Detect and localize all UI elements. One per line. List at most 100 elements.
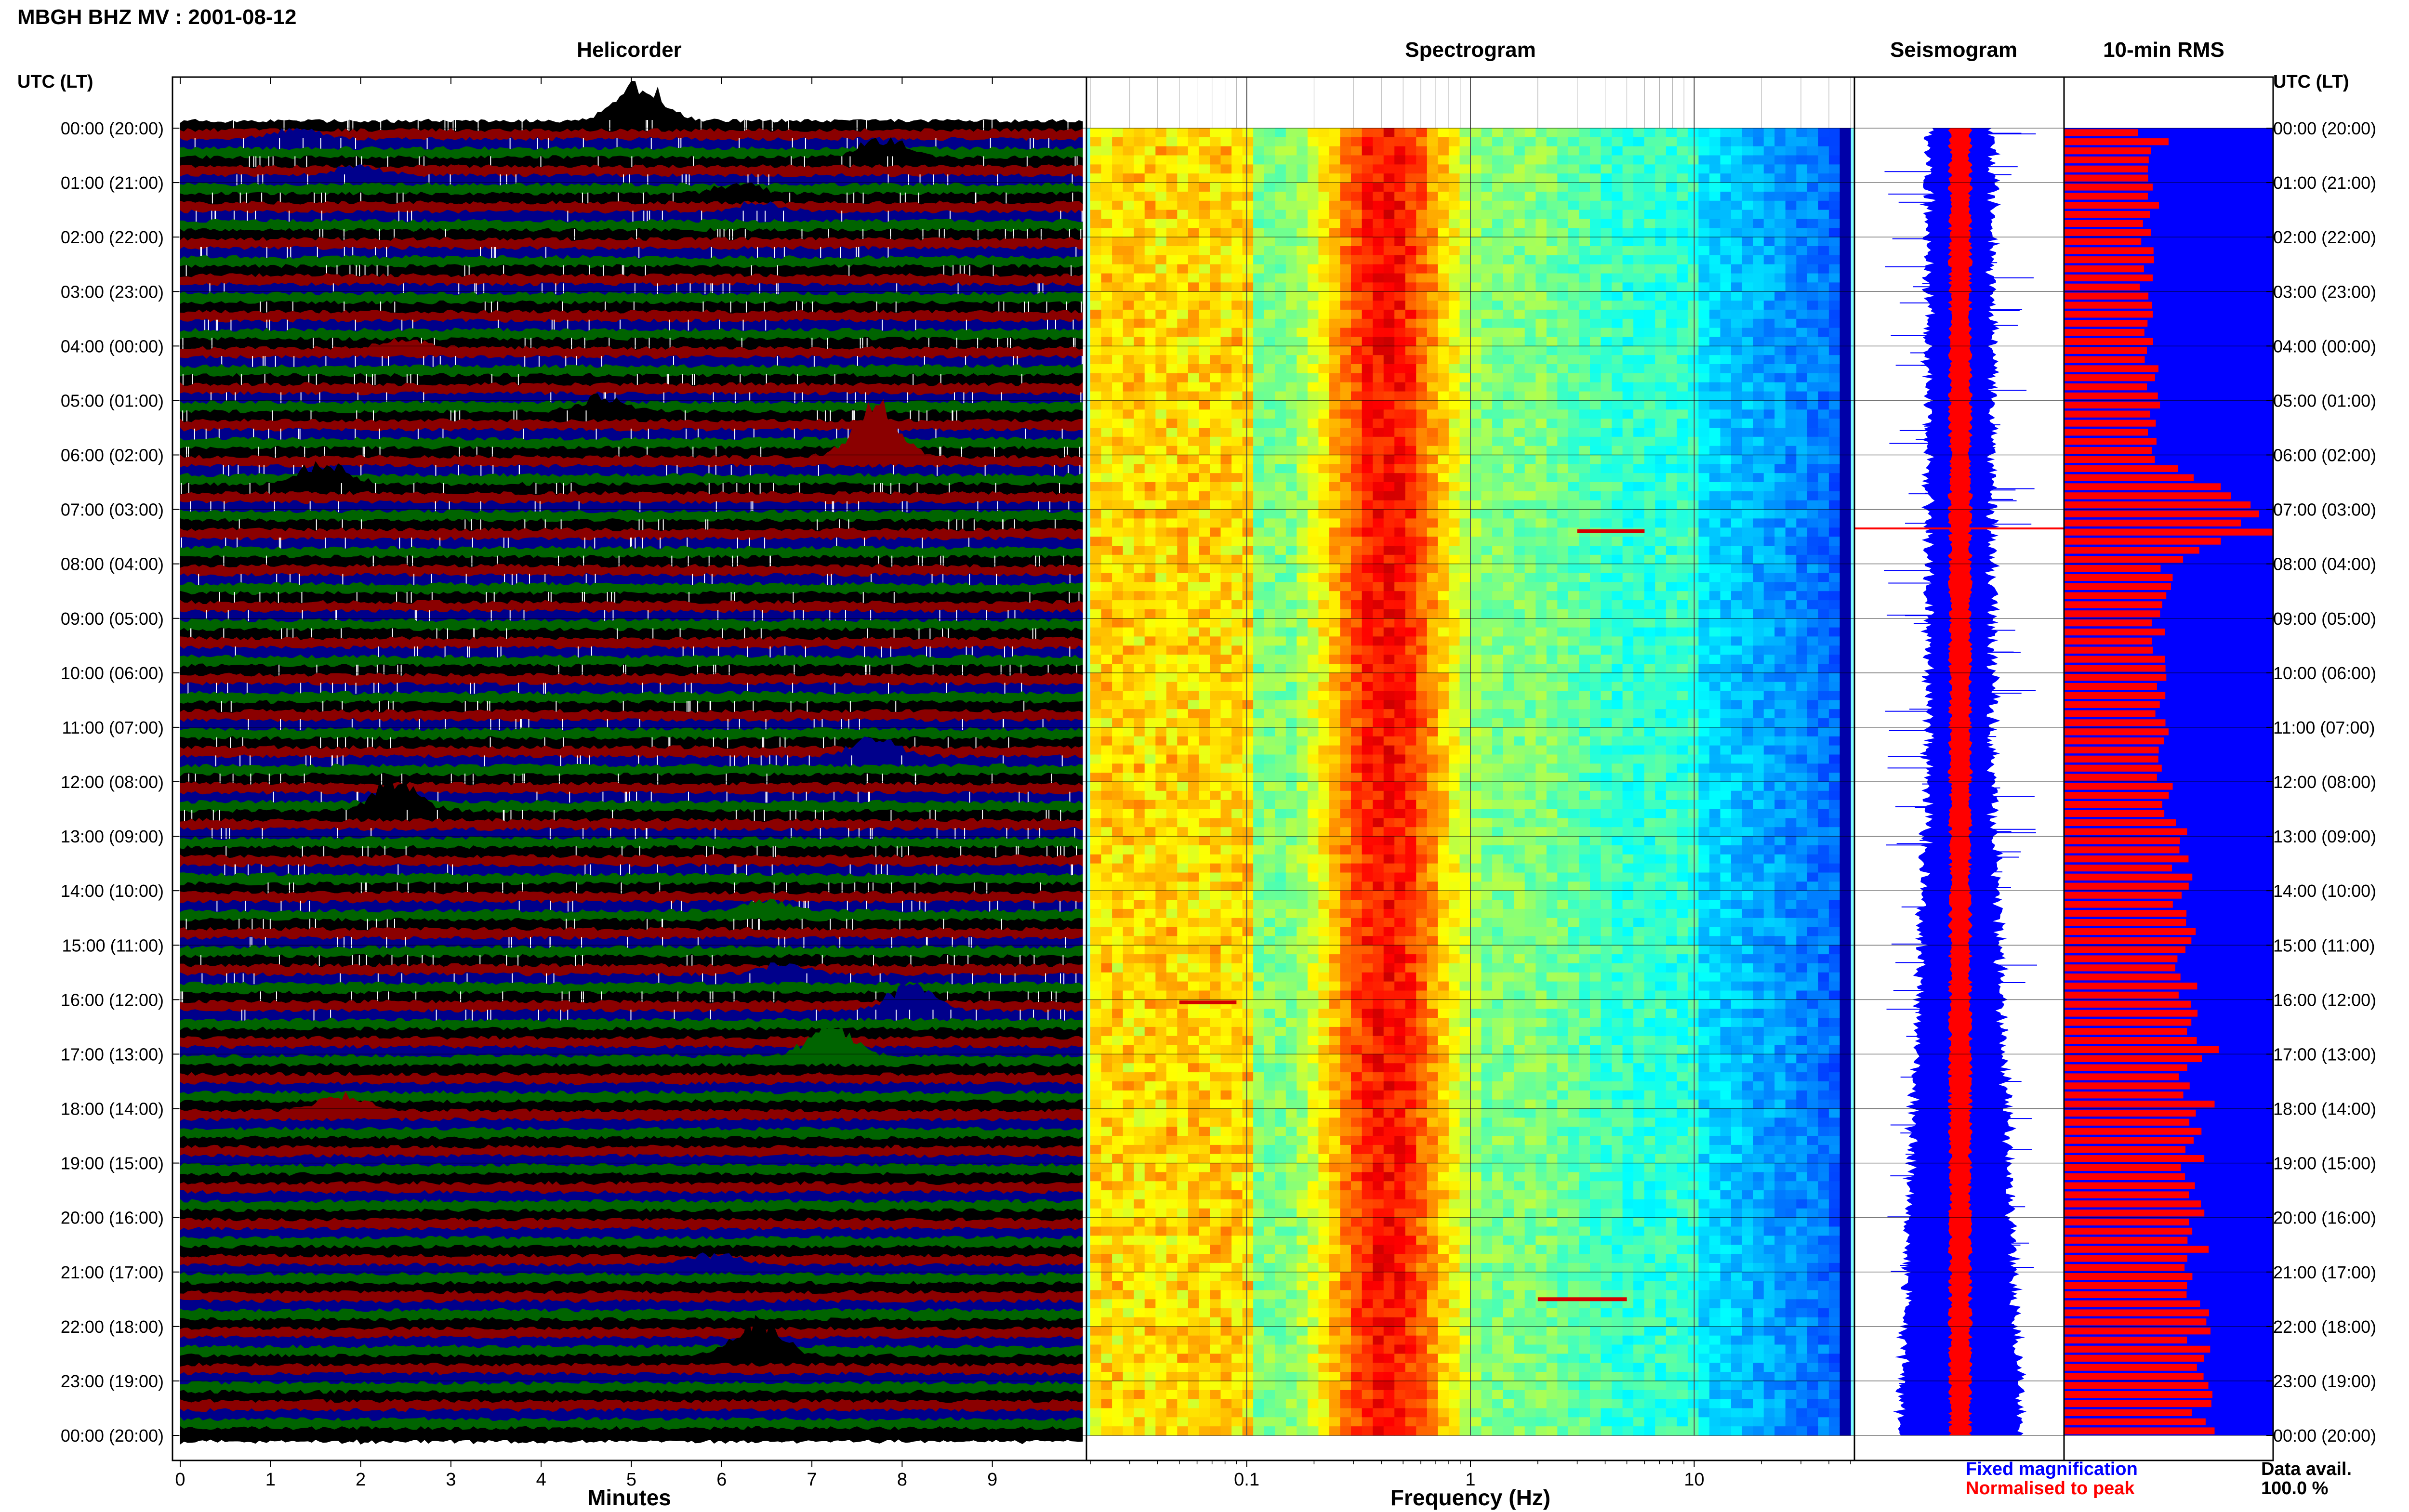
spectrogram-cell	[1166, 564, 1178, 574]
spectrogram-cell	[1220, 537, 1232, 546]
spectrogram-cell	[1144, 291, 1156, 301]
spectrogram-cell	[1666, 564, 1677, 574]
spectrogram-cell	[1090, 373, 1102, 383]
spectrogram-cell	[1177, 337, 1189, 346]
spectrogram-cell	[1807, 455, 1818, 464]
spectrogram-cell	[1677, 464, 1688, 473]
spectrogram-cell	[1687, 446, 1699, 456]
spectrogram-cell	[1318, 428, 1330, 437]
spectrogram-cell	[1720, 318, 1732, 329]
spectrogram-cell	[1470, 309, 1482, 319]
spectrogram-cell	[1601, 364, 1612, 374]
spectrogram-cell	[1177, 146, 1189, 156]
spectrogram-cell	[1307, 409, 1319, 419]
spectrogram-cell	[1579, 318, 1590, 329]
spectrogram-cell	[1448, 409, 1460, 419]
spectrogram-cell	[1557, 200, 1569, 210]
spectrogram-cell	[1155, 146, 1167, 156]
spectrogram-cell	[1622, 291, 1634, 301]
spectrogram-cell	[1405, 318, 1416, 329]
spectrogram-cell	[1677, 428, 1688, 437]
spectrogram-cell	[1329, 436, 1340, 447]
spectrogram-cell	[1101, 500, 1112, 510]
spectrogram-cell	[1622, 309, 1634, 319]
spectrogram-cell	[1579, 146, 1590, 156]
spectrogram-cell	[1275, 200, 1286, 210]
spectrogram-cell	[1774, 137, 1786, 147]
spectrogram-cell	[1090, 309, 1102, 319]
spectrogram-cell	[1492, 191, 1504, 201]
spectrogram-cell	[1828, 328, 1840, 337]
spectrogram-cell	[1514, 455, 1525, 464]
spectrogram-cell	[1220, 318, 1232, 329]
spectrogram-cell	[1535, 346, 1547, 355]
spectrogram-cell	[1655, 200, 1667, 210]
spectrogram-cell	[1796, 128, 1808, 138]
spectrogram-cell	[1340, 537, 1351, 546]
spectrogram-cell	[1698, 391, 1710, 401]
spectrogram-cell	[1828, 500, 1840, 510]
spectrogram-cell	[1818, 400, 1829, 410]
spectrogram-cell	[1275, 219, 1286, 228]
spectrogram-cell	[1297, 391, 1308, 401]
spectrogram-cell	[1297, 264, 1308, 274]
spectrogram-cell	[1524, 464, 1536, 473]
spectrogram-cell	[1394, 155, 1406, 165]
spectrogram-cell	[1438, 436, 1449, 447]
spectrogram-cell	[1362, 183, 1373, 192]
spectrogram-cell	[1373, 137, 1384, 147]
spectrogram-cell	[1590, 518, 1602, 528]
spectrogram-cell	[1155, 346, 1167, 355]
spectrogram-cell	[1590, 428, 1602, 437]
spectrogram-cell	[1785, 318, 1797, 329]
spectrogram-cell	[1633, 255, 1645, 265]
spectrogram-cell	[1383, 146, 1395, 156]
spectrogram-cell	[1677, 228, 1688, 237]
spectrogram-cell	[1394, 164, 1406, 174]
spectrogram-cell	[1188, 364, 1199, 374]
spectrogram-cell	[1666, 200, 1677, 210]
spectrogram-cell	[1383, 219, 1395, 228]
spectrogram-cell	[1123, 554, 1134, 565]
spectrogram-cell	[1459, 391, 1471, 401]
spectrogram-cell	[1622, 373, 1634, 383]
spectrogram-cell	[1481, 146, 1493, 156]
spectrogram-cell	[1383, 173, 1395, 183]
spectrogram-cell	[1307, 337, 1319, 346]
spectrogram-cell	[1546, 155, 1558, 165]
spectrogram-cell	[1492, 318, 1504, 329]
spectrogram-cell	[1731, 228, 1743, 237]
spectrogram-cell	[1231, 309, 1243, 319]
spectrogram-cell	[1644, 128, 1655, 138]
spectrogram-cell	[1785, 436, 1797, 447]
spectrogram-cell	[1242, 482, 1254, 492]
spectrogram-cell	[1101, 191, 1112, 201]
spectrogram-cell	[1307, 400, 1319, 410]
spectrogram-cell	[1448, 210, 1460, 219]
spectrogram-cell	[1459, 482, 1471, 492]
spectrogram-cell	[1101, 228, 1112, 237]
spectrogram-cell	[1818, 301, 1829, 310]
spectrogram-cell	[1698, 328, 1710, 337]
spectrogram-cell	[1253, 518, 1265, 528]
spectrogram-cell	[1144, 200, 1156, 210]
spectrogram-cell	[1644, 301, 1655, 310]
spectrogram-cell	[1329, 255, 1340, 265]
spectrogram-cell	[1459, 309, 1471, 319]
spectrogram-cell	[1199, 255, 1210, 265]
spectrogram-cell	[1546, 564, 1558, 574]
spectrogram-cell	[1720, 364, 1732, 374]
spectrogram-cell	[1503, 473, 1514, 483]
spectrogram-cell	[1546, 509, 1558, 519]
spectrogram-cell	[1818, 173, 1829, 183]
spectrogram-cell	[1677, 364, 1688, 374]
spectrogram-cell	[1601, 382, 1612, 392]
spectrogram-cell	[1655, 309, 1667, 319]
spectrogram-cell	[1524, 364, 1536, 374]
spectrogram-cell	[1448, 419, 1460, 428]
spectrogram-cell	[1720, 146, 1732, 156]
spectrogram-cell	[1318, 155, 1330, 165]
spectrogram-cell	[1807, 255, 1818, 265]
spectrogram-cell	[1112, 273, 1124, 283]
spectrogram-cell	[1394, 291, 1406, 301]
